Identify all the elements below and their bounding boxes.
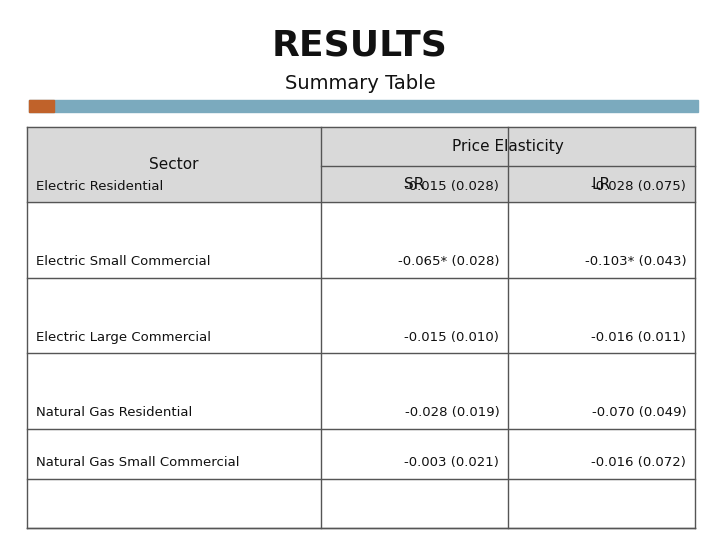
Text: RESULTS: RESULTS — [272, 29, 448, 63]
Text: Electric Small Commercial: Electric Small Commercial — [36, 255, 210, 268]
Text: Price Elasticity: Price Elasticity — [452, 139, 564, 154]
Text: -0.065* (0.028): -0.065* (0.028) — [397, 255, 499, 268]
Bar — [27, 127, 695, 202]
Text: Natural Gas Residential: Natural Gas Residential — [36, 406, 192, 419]
Text: LR: LR — [592, 177, 611, 192]
Bar — [29, 100, 698, 112]
Text: -0.028 (0.075): -0.028 (0.075) — [591, 180, 686, 193]
Text: -0.028 (0.019): -0.028 (0.019) — [405, 406, 499, 419]
Text: -0.016 (0.011): -0.016 (0.011) — [591, 330, 686, 343]
Text: -0.070 (0.049): -0.070 (0.049) — [592, 406, 686, 419]
Text: -0.015 (0.010): -0.015 (0.010) — [405, 330, 499, 343]
Text: Electric Residential: Electric Residential — [36, 180, 163, 193]
Text: -0.015 (0.028): -0.015 (0.028) — [405, 180, 499, 193]
Text: -0.003 (0.021): -0.003 (0.021) — [405, 456, 499, 469]
Text: -0.016 (0.072): -0.016 (0.072) — [591, 456, 686, 469]
Text: Electric Large Commercial: Electric Large Commercial — [36, 330, 211, 343]
Bar — [29, 100, 54, 112]
Text: SR: SR — [405, 177, 425, 192]
Text: Summary Table: Summary Table — [284, 74, 436, 93]
Text: Sector: Sector — [150, 157, 199, 172]
Text: Natural Gas Small Commercial: Natural Gas Small Commercial — [36, 456, 240, 469]
Text: -0.103* (0.043): -0.103* (0.043) — [585, 255, 686, 268]
